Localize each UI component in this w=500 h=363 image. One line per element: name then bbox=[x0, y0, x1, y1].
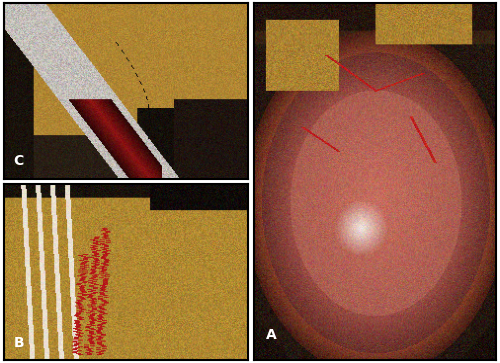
Text: B: B bbox=[14, 335, 24, 350]
Text: C: C bbox=[14, 154, 24, 168]
Text: A: A bbox=[266, 328, 276, 342]
